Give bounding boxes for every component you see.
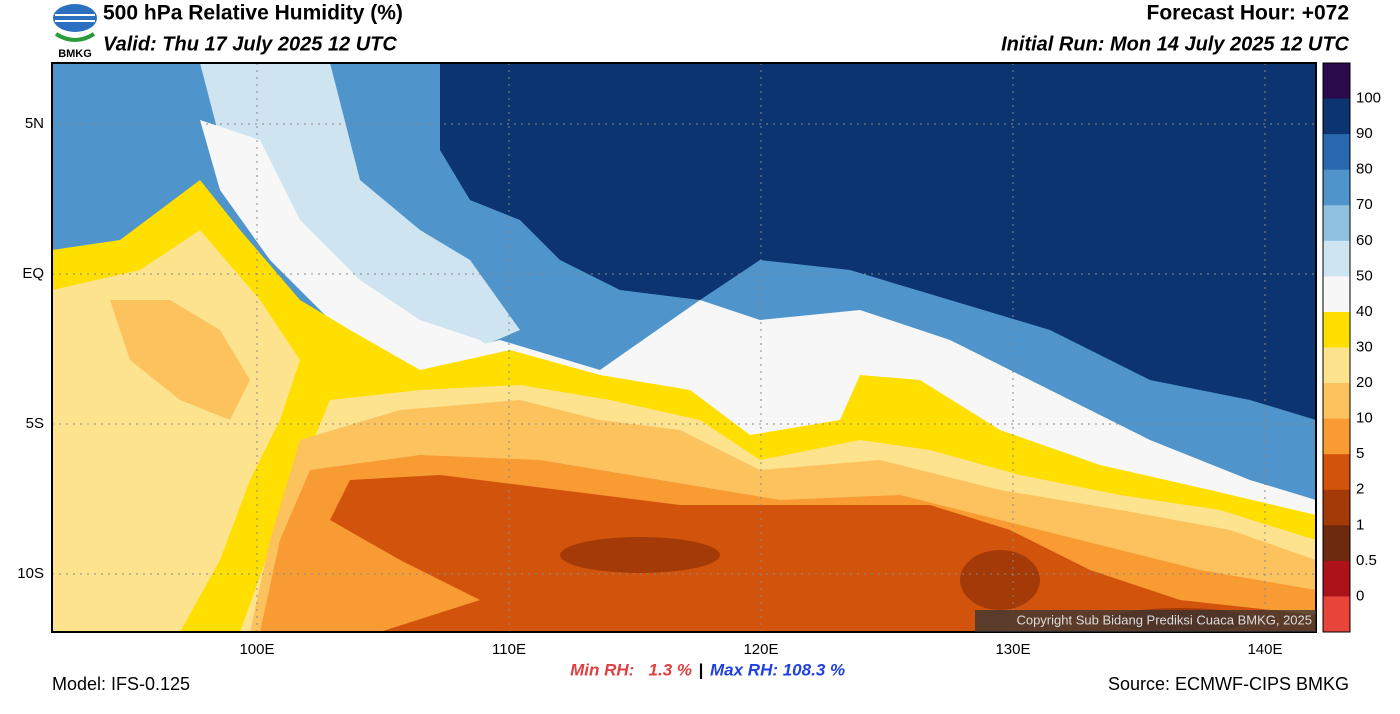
colorbar-label: 0.5 xyxy=(1356,552,1377,569)
colorbar-label: 10 xyxy=(1356,410,1373,427)
colorbar-label: 20 xyxy=(1356,374,1373,391)
graticule xyxy=(52,63,1316,632)
lat-label: 5N xyxy=(25,115,44,132)
colorbar-segment xyxy=(1323,596,1350,633)
colorbar-segment xyxy=(1323,418,1350,455)
logo: BMKG xyxy=(53,4,97,60)
lon-label: 140E xyxy=(1247,641,1282,658)
colorbar-segment xyxy=(1323,454,1350,491)
colorbar-segment xyxy=(1323,98,1350,135)
colorbar-segment xyxy=(1323,560,1350,597)
colorbar-label: 70 xyxy=(1356,196,1373,213)
lon-label: 110E xyxy=(492,641,526,658)
lon-label: 100E xyxy=(239,641,274,658)
logo-text: BMKG xyxy=(58,48,92,60)
max-rh: Max RH: 108.3 % xyxy=(710,660,845,679)
colorbar-segment xyxy=(1323,205,1350,242)
forecast-hour: Forecast Hour: +072 xyxy=(1147,2,1350,25)
colorbar-segment xyxy=(1323,489,1350,526)
colorbar-label: 2 xyxy=(1356,481,1364,498)
colorbar-label: 30 xyxy=(1356,338,1373,355)
separator: | xyxy=(699,660,704,679)
colorbar-label: 100 xyxy=(1356,90,1381,107)
copyright: Copyright Sub Bidang Prediksi Cuaca BMKG… xyxy=(1016,612,1312,627)
colorbar-segment xyxy=(1323,311,1350,348)
colorbar-label: 5 xyxy=(1356,445,1364,462)
colorbar-frame xyxy=(1322,62,1351,633)
colorbar-segment xyxy=(1323,276,1350,313)
colorbar-segment xyxy=(1323,383,1350,420)
colorbar-segment xyxy=(1323,240,1350,277)
colorbar-label: 40 xyxy=(1356,303,1373,320)
lat-label: 10S xyxy=(17,565,44,582)
title: 500 hPa Relative Humidity (%) xyxy=(103,2,403,25)
colorbar-label: 50 xyxy=(1356,267,1373,284)
colorbar-label: 0 xyxy=(1356,587,1364,604)
colorbar-label: 80 xyxy=(1356,161,1373,178)
colorbar-segment xyxy=(1323,347,1350,384)
min-rh: Min RH: 1.3 % xyxy=(570,660,692,679)
copyright-box xyxy=(975,610,1316,632)
source: Source: ECMWF-CIPS BMKG xyxy=(1108,674,1349,694)
valid-time: Valid: Thu 17 July 2025 12 UTC xyxy=(103,33,397,55)
colorbar-segment xyxy=(1323,134,1350,171)
initial-run: Initial Run: Mon 14 July 2025 12 UTC xyxy=(1001,33,1349,55)
colorbar-segment xyxy=(1323,169,1350,206)
colorbar-label: 60 xyxy=(1356,232,1373,249)
lat-label: 5S xyxy=(26,415,44,432)
map-frame xyxy=(51,62,1317,633)
colorbar-segment xyxy=(1323,63,1350,100)
colorbar-label: 90 xyxy=(1356,125,1373,142)
colorbar-segment xyxy=(1323,525,1350,562)
colorbar: 100 90 80 70 60 50 40 30 20 10 5 2 1 0.5 0 xyxy=(1322,62,1381,633)
lat-label: EQ xyxy=(22,265,44,282)
model: Model: IFS-0.125 xyxy=(52,674,190,694)
humidity-field xyxy=(52,63,1316,632)
lon-label: 120E xyxy=(743,641,778,658)
lon-label: 130E xyxy=(995,641,1030,658)
colorbar-label: 1 xyxy=(1356,516,1364,533)
